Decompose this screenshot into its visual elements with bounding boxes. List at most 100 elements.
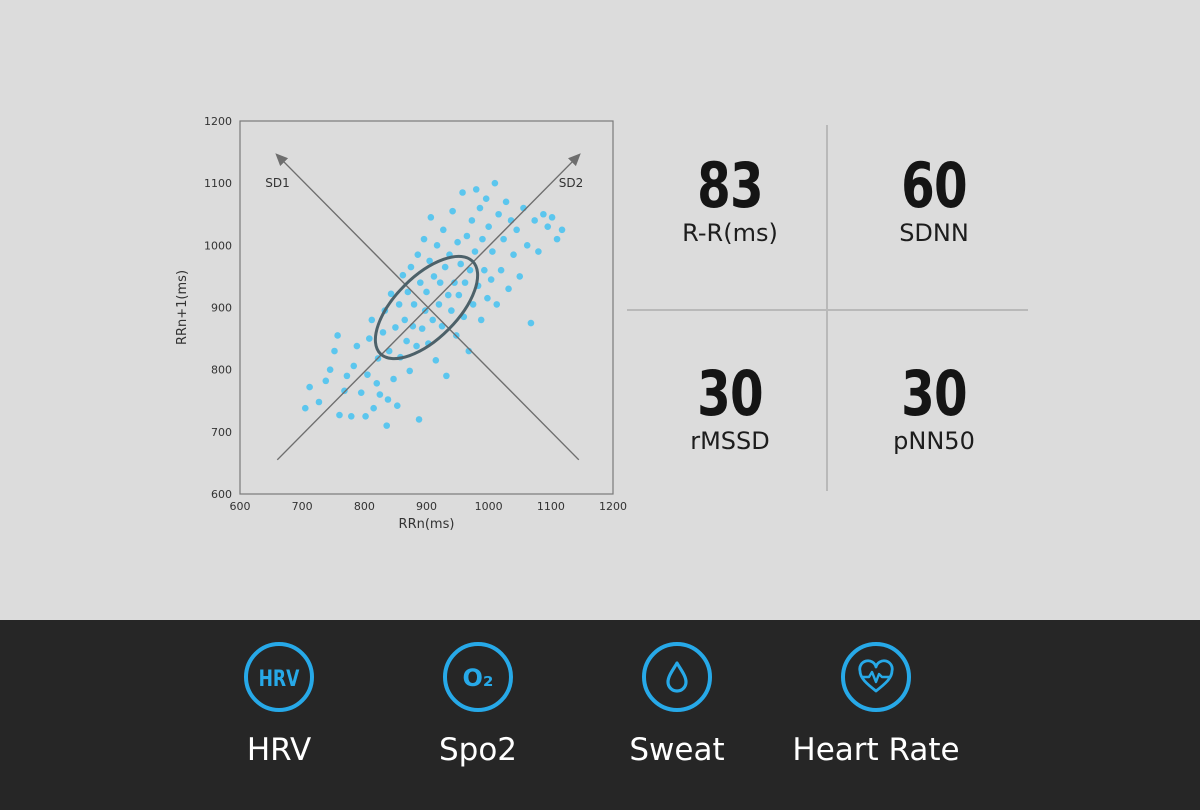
feature-spo2[interactable]: O₂ Spo2 <box>378 642 578 768</box>
metric-pnn50: 30 pNN50 <box>834 357 1034 456</box>
metrics-horizontal-divider <box>627 309 1028 311</box>
scatter-point <box>364 371 371 378</box>
scatter-point <box>432 357 440 364</box>
metric-rmssd-value: 30 <box>697 357 764 430</box>
poincare-plot: SD1 SD2 600 700 800 900 1000 1100 1200 600 700 800 9… <box>160 105 640 545</box>
scatter-point <box>384 396 392 403</box>
scatter-point <box>443 372 450 380</box>
scatter-point <box>373 380 381 387</box>
scatter-point <box>435 301 443 308</box>
scatter-point <box>438 322 446 330</box>
metric-pnn50-value: 30 <box>901 357 968 430</box>
scatter-point <box>461 279 469 286</box>
feature-heart-rate-label: Heart Rate <box>792 732 960 768</box>
metric-sdnn-label: SDNN <box>899 219 969 247</box>
x-tick-label: 700 <box>292 500 313 513</box>
scatter-point <box>527 319 535 327</box>
hrv-icon-text: HRV <box>259 666 300 692</box>
scatter-point <box>387 290 395 298</box>
y-tick-label: 900 <box>211 302 232 315</box>
scatter-point <box>451 279 458 286</box>
scatter-point <box>407 263 415 271</box>
feature-bar: HRV HRV O₂ Spo2 Sweat Heart Rate <box>0 620 1200 810</box>
scatter-point <box>353 342 361 350</box>
scatter-point <box>491 179 499 187</box>
x-tick-label: 800 <box>354 500 375 513</box>
scatter-point <box>416 279 424 286</box>
scatter-point <box>414 251 422 258</box>
scatter-point <box>429 316 437 324</box>
scatter-point <box>482 195 490 203</box>
scatter-point <box>471 248 479 255</box>
metric-pnn50-label: pNN50 <box>893 427 975 455</box>
x-tick-label: 900 <box>416 500 437 513</box>
scatter-point <box>548 214 556 221</box>
scatter-point <box>481 266 488 274</box>
scatter-point <box>331 347 338 355</box>
metric-rmssd: 30 rMSSD <box>630 357 830 456</box>
scatter-point <box>420 235 428 243</box>
scatter-point <box>476 204 484 212</box>
scatter-point <box>403 337 410 345</box>
scatter-point <box>322 377 330 385</box>
scatter-point <box>401 316 409 324</box>
hrv-icon: HRV <box>244 642 314 712</box>
scatter-point <box>484 294 491 302</box>
y-tick-label: 800 <box>211 364 232 377</box>
scatter-point <box>513 226 520 234</box>
scatter-point <box>489 248 496 255</box>
scatter-point <box>379 329 387 336</box>
metric-rr: 83 R-R(ms) <box>630 155 830 248</box>
scatter-point <box>350 362 358 370</box>
x-tick-label: 1200 <box>599 500 627 513</box>
scatter-point <box>510 251 517 258</box>
scatter-point <box>444 291 452 299</box>
scatter-point <box>366 335 373 342</box>
heart-pulse-icon <box>841 642 911 712</box>
scatter-point <box>495 210 502 218</box>
scatter-point <box>395 301 403 308</box>
scatter-point <box>468 217 476 224</box>
scatter-point <box>430 273 438 280</box>
scatter-point <box>436 279 444 286</box>
scatter-point <box>487 276 495 283</box>
x-axis-label: RRn(ms) <box>399 517 455 532</box>
feature-sweat[interactable]: Sweat <box>577 642 777 768</box>
poincare-plot-svg: SD1 SD2 600 700 800 900 1000 1100 1200 600 700 800 9… <box>175 115 627 532</box>
metric-rr-label: R-R(ms) <box>682 219 778 247</box>
scatter-point <box>343 372 351 380</box>
scatter-point <box>540 210 547 218</box>
y-tick-label: 1000 <box>204 239 232 252</box>
o2-icon: O₂ <box>443 642 513 712</box>
scatter-point <box>466 266 474 274</box>
scatter-point <box>315 398 323 406</box>
scatter-point <box>544 223 552 230</box>
scatter-point <box>457 260 464 268</box>
scatter-point <box>535 248 542 255</box>
feature-spo2-label: Spo2 <box>438 732 518 768</box>
scatter-point <box>433 242 441 249</box>
y-tick-label: 600 <box>211 488 232 501</box>
scatter-point <box>326 366 334 373</box>
y-axis-label: RRn+1(ms) <box>175 270 190 345</box>
scatter-point <box>553 235 561 243</box>
scatter-point <box>415 416 423 423</box>
scatter-point <box>472 186 480 193</box>
scatter-point <box>449 207 456 215</box>
scatter-point <box>393 402 401 410</box>
x-tick-label: 1100 <box>537 500 565 513</box>
scatter-point <box>336 411 343 419</box>
x-tick-label: 600 <box>230 500 251 513</box>
sd1-axis-line <box>275 153 580 461</box>
feature-heart-rate[interactable]: Heart Rate <box>776 642 976 768</box>
y-tick-label: 1200 <box>204 115 232 128</box>
scatter-point <box>531 217 538 224</box>
scatter-point <box>368 316 376 324</box>
scatter-point <box>516 273 524 280</box>
scatter-point <box>357 389 365 396</box>
scatter-point <box>406 367 414 375</box>
scatter-point <box>418 325 426 332</box>
scatter-point <box>404 288 412 296</box>
feature-hrv[interactable]: HRV HRV <box>179 642 379 768</box>
scatter-point <box>477 316 485 324</box>
